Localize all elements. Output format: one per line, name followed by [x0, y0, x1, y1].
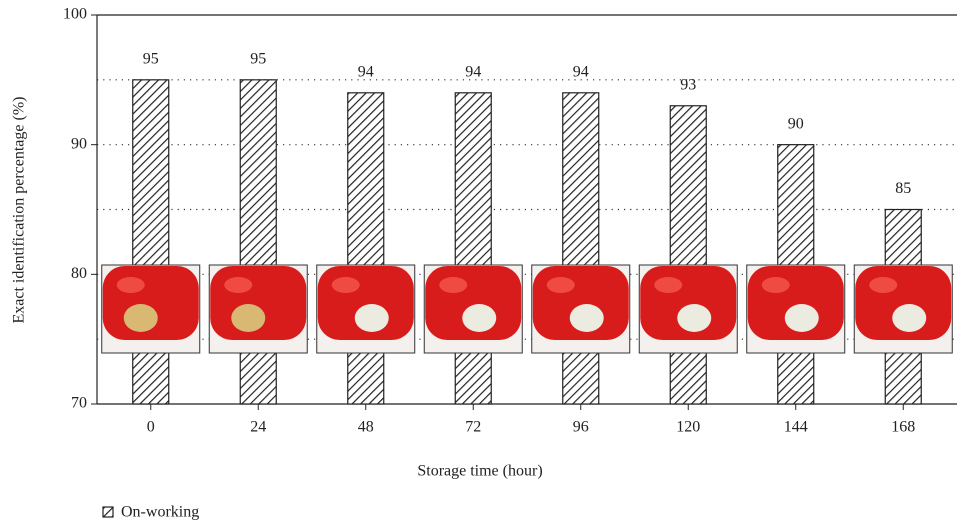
x-tick-label: 120 [676, 419, 700, 436]
legend-swatch [103, 507, 113, 517]
pepper-highlight [762, 277, 790, 293]
x-tick-label: 24 [250, 419, 266, 436]
pepper-photo [424, 265, 522, 353]
pepper-spot [355, 304, 389, 332]
pepper-highlight [117, 277, 145, 293]
value-label: 94 [573, 63, 589, 80]
pepper-highlight [654, 277, 682, 293]
value-label: 85 [895, 180, 911, 197]
bar [348, 93, 384, 404]
y-tick-label: 90 [71, 135, 87, 152]
x-tick-label: 144 [784, 419, 808, 436]
pepper-spot [570, 304, 604, 332]
pepper-photo [102, 265, 200, 353]
pepper-highlight [547, 277, 575, 293]
pepper-spot [785, 304, 819, 332]
value-label: 94 [465, 63, 481, 80]
pepper-spot [677, 304, 711, 332]
pepper-spot [892, 304, 926, 332]
x-tick-label: 96 [573, 419, 589, 436]
value-label: 95 [250, 51, 266, 68]
bar [240, 80, 276, 404]
x-tick-label: 48 [358, 419, 374, 436]
x-tick-label: 72 [465, 419, 481, 436]
value-label: 90 [788, 115, 804, 132]
bar [455, 93, 491, 404]
pepper-photo [209, 265, 307, 353]
pepper-photo [532, 265, 630, 353]
pepper-spot [462, 304, 496, 332]
x-axis-title: Storage time (hour) [417, 463, 542, 480]
value-label: 93 [680, 76, 696, 93]
x-tick-label: 0 [147, 419, 155, 436]
bar [563, 93, 599, 404]
bar [670, 106, 706, 404]
bar [133, 80, 169, 404]
pepper-spot [231, 304, 265, 332]
pepper-photo [747, 265, 845, 353]
pepper-photo [639, 265, 737, 353]
pepper-photo [854, 265, 952, 353]
pepper-highlight [224, 277, 252, 293]
legend-label: On-working [121, 504, 199, 521]
y-tick-label: 80 [71, 265, 87, 282]
y-tick-label: 70 [71, 395, 87, 412]
pepper-spot [124, 304, 158, 332]
pepper-highlight [869, 277, 897, 293]
pepper-highlight [439, 277, 467, 293]
value-label: 95 [143, 51, 159, 68]
y-tick-label: 100 [63, 6, 87, 23]
chart: Storage time (hour) Exact identification… [0, 0, 957, 529]
y-axis-title: Exact identification percentage (%) [11, 97, 28, 324]
value-label: 94 [358, 63, 374, 80]
pepper-photo [317, 265, 415, 353]
x-tick-label: 168 [891, 419, 915, 436]
pepper-highlight [332, 277, 360, 293]
